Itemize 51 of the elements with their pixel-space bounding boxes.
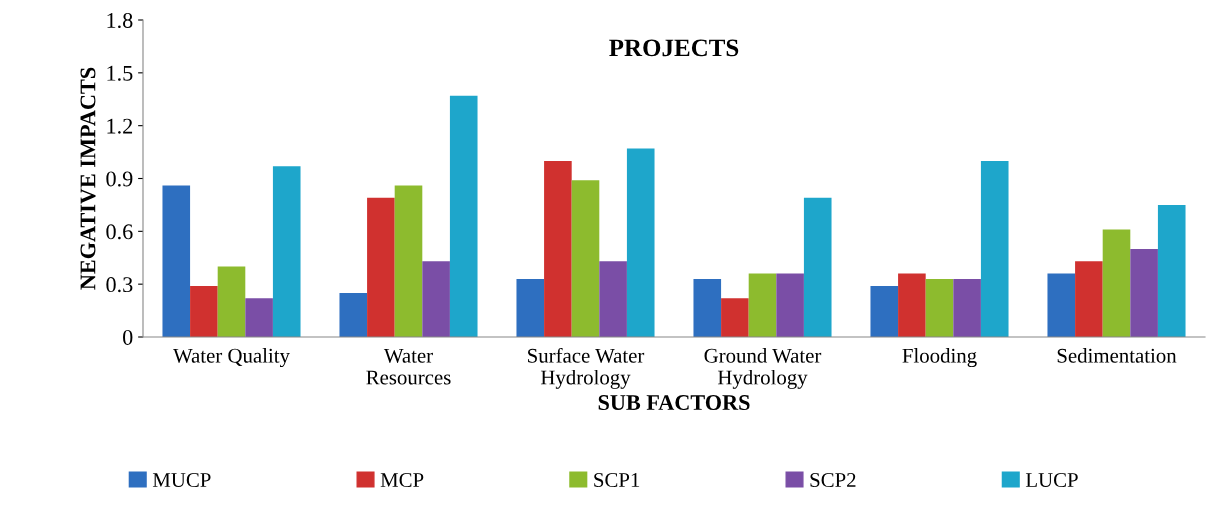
bar [776,273,804,337]
y-tick-label: 1.2 [107,118,133,134]
bar [898,273,926,337]
legend-label: SCP2 [810,473,856,488]
bar [693,278,722,337]
bar [1130,248,1158,337]
bar [571,180,600,337]
x-tick-label: Flooding [902,348,977,368]
bar [1102,229,1131,337]
x-tick-label: Water Quality [173,348,290,368]
legend-label: MUCP [152,473,211,488]
bar [1047,273,1076,337]
bar [626,148,655,337]
y-tick-label: 0 [123,329,133,345]
bar [272,166,301,337]
bar [803,197,832,337]
bar [721,298,749,337]
text: PROJECTS [609,39,739,57]
bar [925,278,954,337]
y-tick-label: 1.8 [107,12,133,29]
bar [980,160,1009,337]
x-tick-label: Water Resources [366,348,451,385]
y-tick-label: 0.3 [106,277,133,293]
bar [599,261,627,337]
bar [1157,204,1186,337]
bar [422,261,450,337]
bar [544,160,572,337]
bar [870,285,899,337]
y-axis-title: NEGATIVE IMPACTS [80,67,96,290]
bar [394,185,423,337]
bar [190,285,218,337]
legend-label: SCP1 [594,473,640,488]
bar [748,273,777,337]
legend-label: MCP [380,473,424,488]
bar [217,266,246,337]
legend-label: LUCP [1025,473,1078,488]
bar [367,197,395,337]
bar [1075,261,1103,337]
x-tick-label: Sedimentation [1057,348,1177,363]
bar [245,298,273,337]
bar [953,278,981,337]
y-tick-label: 0.9 [106,171,133,187]
x-tick-label: Surface Water Hydrology [528,347,645,389]
bar [516,278,545,337]
y-tick-label: 0.6 [106,224,133,240]
x-tick-label: Ground Water Hydrology [704,348,822,389]
x-axis-title: SUB FACTORS [598,395,750,411]
bar [449,95,478,337]
y-tick-label: 1.5 [107,65,133,81]
bar [339,292,368,337]
bar [162,185,191,337]
